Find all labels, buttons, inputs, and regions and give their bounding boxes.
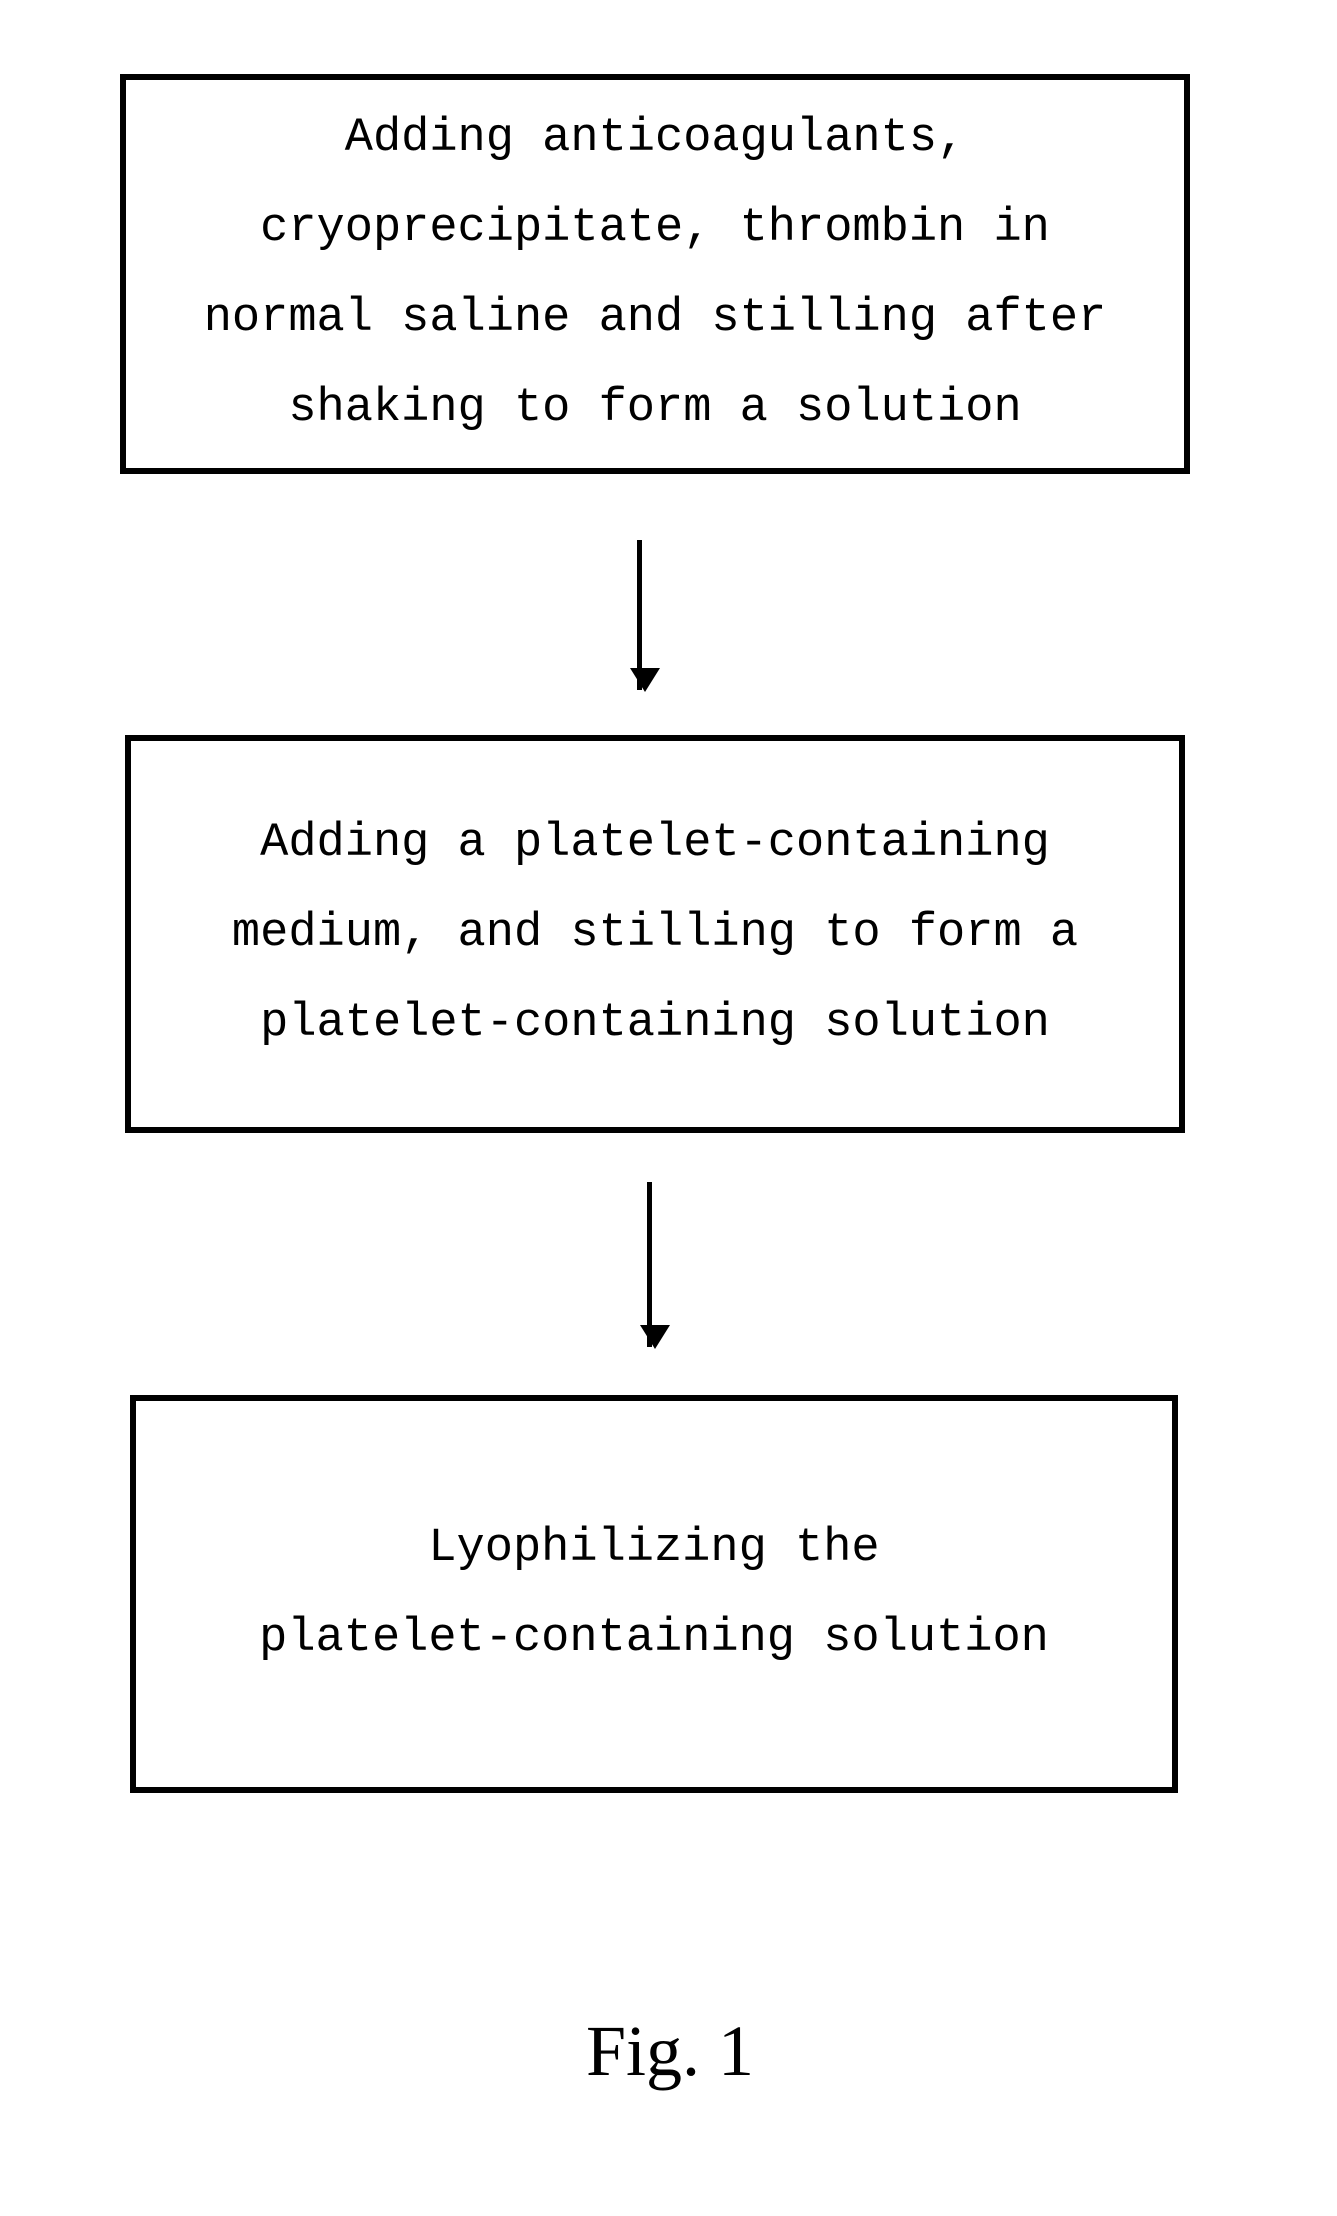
- flowchart-arrow-1: [637, 540, 642, 690]
- flowchart-node-2: Adding a platelet-containing medium, and…: [125, 735, 1185, 1133]
- flowchart-arrow-2: [647, 1182, 652, 1347]
- flowchart-node-3: Lyophilizing the platelet-containing sol…: [130, 1395, 1178, 1793]
- flowchart-page: Adding anticoagulants, cryoprecipitate, …: [0, 0, 1337, 2216]
- flowchart-node-1: Adding anticoagulants, cryoprecipitate, …: [120, 74, 1190, 474]
- figure-caption: Fig. 1: [470, 2010, 870, 2093]
